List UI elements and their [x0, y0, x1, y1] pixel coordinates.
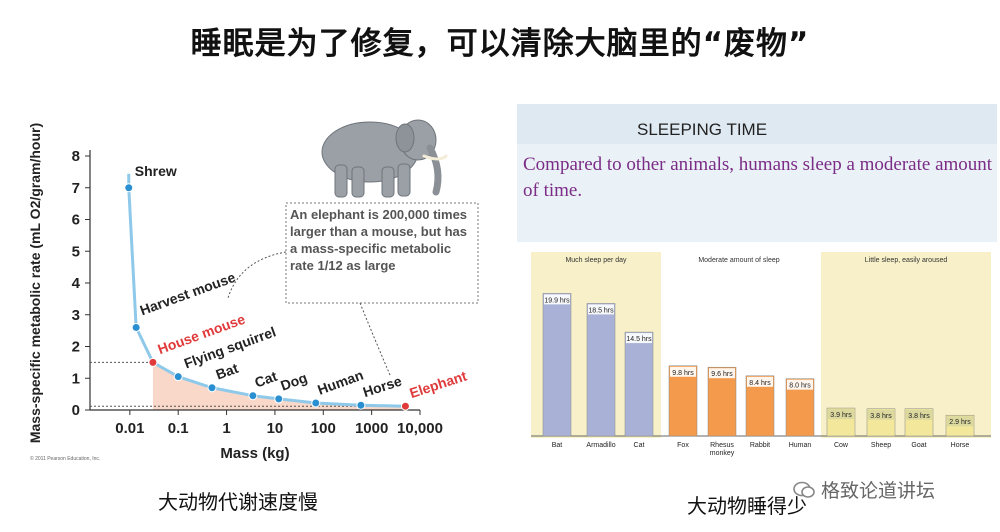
data-point: [356, 400, 366, 410]
data-point: [248, 391, 258, 401]
value-label-bg: [588, 304, 614, 315]
watermark: 格致论道讲坛: [793, 476, 935, 503]
page-title: 睡眠是为了修复，可以清除大脑里的“废物”: [190, 26, 810, 62]
value-label: 8.0 hrs: [789, 383, 811, 390]
x-tick-label: 100: [311, 420, 336, 437]
slide-subtitle: Compared to other animals, humans sleep …: [523, 154, 993, 201]
x-tick-label: 0.01: [115, 420, 144, 437]
category-label: monkey: [710, 450, 735, 457]
category-label: Sheep: [871, 442, 891, 449]
credit-text: © 2011 Pearson Education, Inc.: [30, 455, 100, 462]
y-tick-label: 8: [72, 148, 80, 165]
category-label: Horse: [951, 442, 970, 449]
data-point: [207, 383, 217, 393]
value-label-bg: [747, 376, 773, 387]
category-label: Cow: [834, 442, 849, 449]
caption-right: 大动物睡得少: [687, 494, 807, 518]
value-label: 9.6 hrs: [711, 371, 733, 378]
y-tick-label: 7: [72, 180, 80, 197]
sleep-bar: [542, 293, 572, 437]
group-label: Much sleep per day: [565, 257, 627, 264]
sleep-bar: [624, 331, 654, 437]
sleep-bar: [707, 366, 737, 437]
sleep-bar: [586, 303, 616, 437]
value-label: 2.9 hrs: [949, 419, 971, 426]
annotation-box: [285, 202, 479, 304]
value-label: 14.5 hrs: [626, 336, 652, 343]
value-label: 18.5 hrs: [588, 307, 614, 314]
value-label: 19.9 hrs: [544, 297, 570, 304]
point-label: Dog: [278, 369, 309, 393]
x-tick-label: 1000: [355, 420, 388, 437]
point-label: Elephant: [407, 367, 468, 401]
annotation-text: An elephant is 200,000 times larger than…: [290, 207, 468, 273]
group-panel: [821, 252, 991, 438]
x-tick-label: 10: [267, 420, 284, 437]
category-label: Bat: [552, 442, 563, 449]
value-label-bg: [787, 379, 813, 390]
data-point: [131, 322, 141, 332]
watermark-text: 格致论道讲坛: [821, 480, 936, 502]
data-point: [173, 372, 183, 382]
y-tick-label: 6: [72, 212, 80, 229]
point-label: Bat: [214, 360, 241, 383]
point-label: Shrew: [135, 163, 177, 179]
category-label: Rabbit: [750, 442, 770, 449]
elephant-illustration: [321, 119, 448, 198]
value-label-bg: [906, 409, 932, 420]
value-label-bg: [868, 409, 894, 420]
y-tick-label: 0: [72, 402, 80, 419]
data-point: [400, 401, 410, 411]
value-label: 9.8 hrs: [672, 370, 694, 377]
category-label: Armadillo: [586, 442, 615, 449]
y-tick-label: 5: [72, 243, 80, 260]
point-label: Human: [315, 367, 365, 398]
data-point: [311, 398, 321, 408]
value-label: 3.8 hrs: [870, 413, 892, 420]
shaded-area: [152, 362, 406, 410]
y-axis-label: Mass-specific metabolic rate (mL O2/gram…: [27, 123, 43, 443]
value-label-bg: [670, 366, 696, 377]
category-label: Fox: [677, 442, 689, 449]
wechat-icon: [793, 481, 815, 498]
slide-title: SLEEPING TIME: [637, 120, 767, 139]
data-point: [148, 357, 158, 367]
caption-left: 大动物代谢速度慢: [158, 490, 318, 514]
annotation-pointer-elephant: [359, 302, 391, 376]
category-label: Goat: [911, 442, 926, 449]
data-point: [124, 183, 134, 193]
x-tick-label: 1: [222, 420, 230, 437]
y-tick-label: 4: [72, 275, 81, 292]
value-label: 8.4 hrs: [749, 380, 771, 387]
sleeping-time-chart: SLEEPING TIME Compared to other animals,…: [517, 104, 997, 462]
point-label: Cat: [252, 368, 279, 391]
value-label-bg: [828, 409, 854, 420]
point-label: Horse: [361, 373, 404, 401]
value-label: 3.8 hrs: [908, 413, 930, 420]
value-label-bg: [947, 416, 973, 427]
x-tick-label: 0.1: [168, 420, 189, 437]
group-label: Little sleep, easily aroused: [865, 257, 948, 264]
value-label-bg: [709, 368, 735, 379]
annotation-pointer-mouse: [227, 251, 287, 299]
value-label-bg: [626, 333, 652, 344]
slide-header-band: [517, 104, 997, 144]
group-label: Moderate amount of sleep: [698, 257, 779, 264]
x-tick-label: 10,000: [397, 420, 443, 437]
y-tick-label: 2: [72, 339, 80, 356]
value-label-bg: [544, 294, 570, 305]
category-label: Rhesus: [710, 442, 734, 449]
category-label: Human: [789, 442, 812, 449]
category-label: Cat: [634, 442, 645, 449]
x-axis-label: Mass (kg): [220, 445, 289, 462]
point-label: Harvest mouse: [138, 269, 238, 318]
metabolic-rate-chart: 0 1 2 3 4 5 6 7 8 0.01 0.1 1 10 100 1000 10,000 Mass (kg…: [27, 119, 479, 462]
y-tick-label: 3: [72, 307, 80, 324]
sleep-bar: [668, 365, 698, 437]
y-tick-label: 1: [72, 370, 80, 387]
value-label: 3.9 hrs: [830, 412, 852, 419]
data-point: [274, 394, 284, 404]
